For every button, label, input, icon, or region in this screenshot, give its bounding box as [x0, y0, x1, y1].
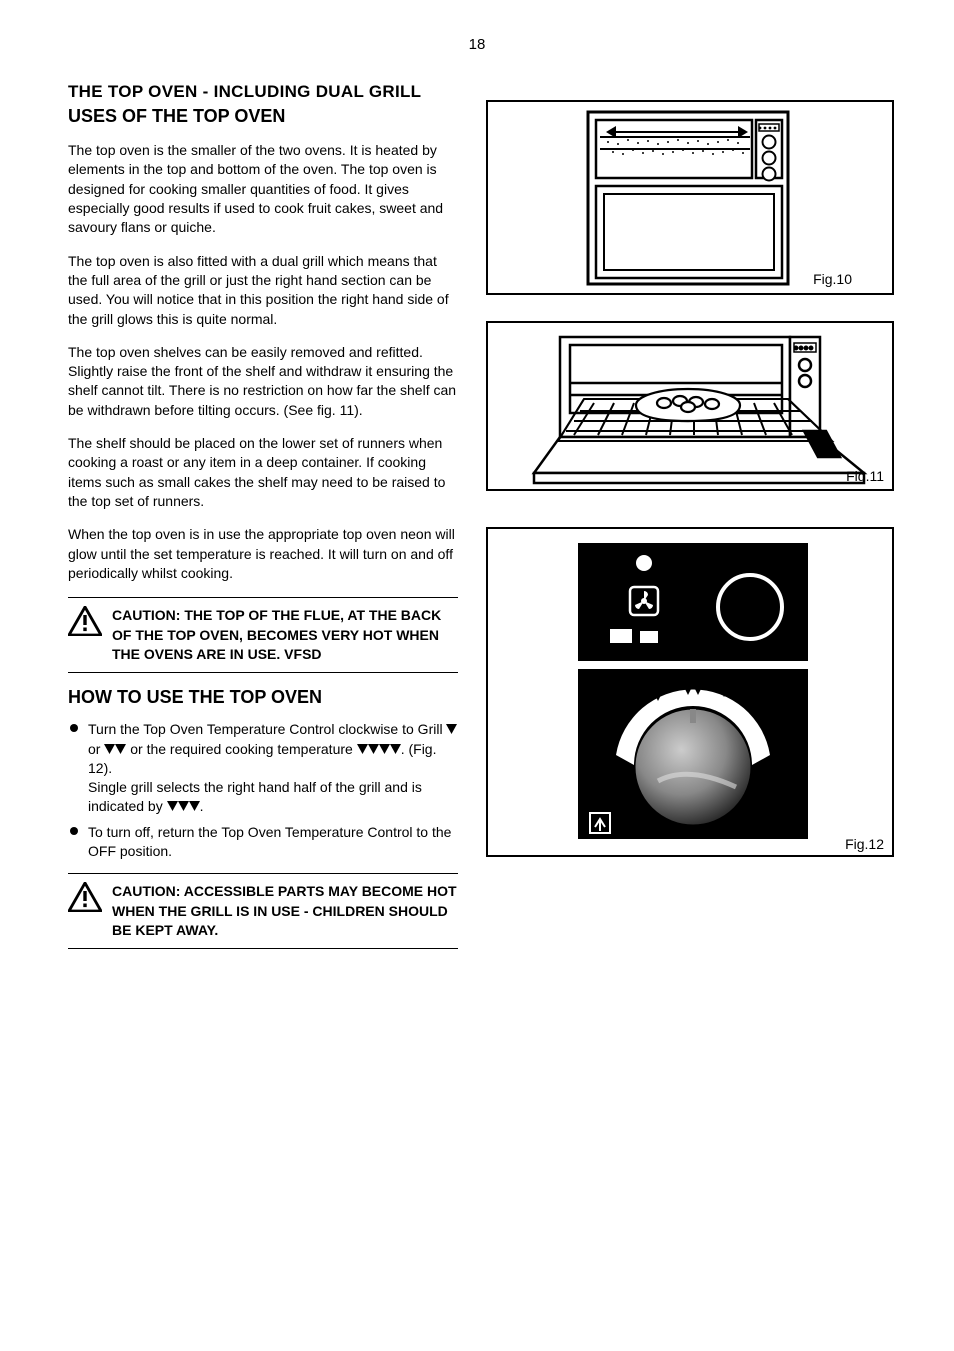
- section-heading-howto: HOW TO USE THE TOP OVEN: [68, 687, 458, 708]
- caution-text: CAUTION: THE TOP OF THE FLUE, AT THE BAC…: [112, 606, 458, 664]
- list-text: To turn off, return the Top Oven Tempera…: [88, 824, 451, 859]
- down-triangle-icon: [104, 744, 115, 754]
- page-number: 18: [0, 36, 954, 53]
- down-triangle-icon: [390, 744, 401, 754]
- divider: [68, 948, 458, 949]
- figure-caption: Fig.11: [846, 468, 884, 484]
- paragraph: The shelf should be placed on the lower …: [68, 434, 458, 511]
- down-triangle-icon: [357, 744, 368, 754]
- list-text: Turn the Top Oven Temperature Control cl…: [88, 721, 446, 737]
- paragraph: The top oven shelves can be easily remov…: [68, 343, 458, 420]
- down-triangle-icon: [446, 724, 457, 734]
- manual-page: 18 THE TOP OVEN - INCLUDING DUAL GRILL U…: [0, 0, 954, 1351]
- control-dial-illustration: Fig.12: [488, 529, 892, 855]
- down-triangle-icon: [178, 801, 189, 811]
- caution-block: CAUTION: ACCESSIBLE PARTS MAY BECOME HOT…: [68, 880, 458, 942]
- warning-triangle-icon: [68, 606, 102, 636]
- warning-triangle-icon: [68, 882, 102, 912]
- figure-11: Fig.11: [486, 321, 894, 491]
- section-heading-uses: USES OF THE TOP OVEN: [68, 106, 458, 127]
- down-triangle-icon: [189, 801, 200, 811]
- instruction-list: Turn the Top Oven Temperature Control cl…: [68, 720, 458, 861]
- list-text: or the required cooking temperature: [126, 741, 352, 757]
- oven-front-illustration: Fig.10: [488, 102, 892, 293]
- down-triangle-icon: [379, 744, 390, 754]
- divider: [68, 672, 458, 673]
- list-text: or: [88, 741, 104, 757]
- paragraph: When the top oven is in use the appropri…: [68, 525, 458, 583]
- paragraph: The top oven is the smaller of the two o…: [68, 141, 458, 238]
- down-triangle-icon: [368, 744, 379, 754]
- list-text: Single grill selects the right hand half…: [88, 779, 422, 814]
- right-column: Fig.10: [486, 100, 886, 963]
- figure-caption: Fig.10: [813, 271, 852, 287]
- divider: [68, 597, 458, 598]
- divider: [68, 873, 458, 874]
- figure-12: Fig.12: [486, 527, 894, 857]
- figure-10: Fig.10: [486, 100, 894, 295]
- paragraph: The top oven is also fitted with a dual …: [68, 252, 458, 329]
- two-column-layout: THE TOP OVEN - INCLUDING DUAL GRILL USES…: [68, 82, 886, 963]
- down-triangle-icon: [167, 801, 178, 811]
- down-triangle-icon: [115, 744, 126, 754]
- figure-caption: Fig.12: [845, 836, 884, 852]
- list-text: .: [200, 798, 204, 814]
- oven-shelf-illustration: Fig.11: [488, 323, 892, 489]
- caution-block: CAUTION: THE TOP OF THE FLUE, AT THE BAC…: [68, 604, 458, 666]
- left-column: THE TOP OVEN - INCLUDING DUAL GRILL USES…: [68, 82, 458, 963]
- list-item: To turn off, return the Top Oven Tempera…: [68, 823, 458, 862]
- page-title: THE TOP OVEN - INCLUDING DUAL GRILL: [68, 82, 458, 102]
- list-item: Turn the Top Oven Temperature Control cl…: [68, 720, 458, 817]
- caution-text: CAUTION: ACCESSIBLE PARTS MAY BECOME HOT…: [112, 882, 458, 940]
